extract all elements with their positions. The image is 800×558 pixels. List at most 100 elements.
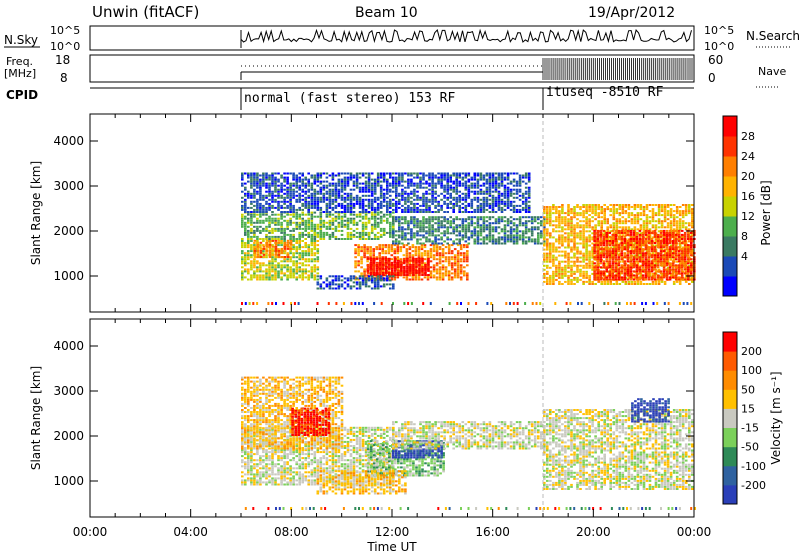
heatmap-cell (468, 236, 471, 238)
heatmap-cell (395, 193, 398, 195)
heatmap-cell (452, 187, 455, 189)
heatmap-cell (507, 191, 510, 193)
heatmap-cell (462, 234, 465, 236)
heatmap-cell (430, 260, 433, 262)
heatmap-cell (489, 187, 492, 189)
heatmap-cell (416, 199, 419, 201)
heatmap-cell (410, 197, 413, 199)
heatmap-cell (380, 220, 383, 222)
heatmap-cell (462, 183, 465, 185)
heatmap-cell (271, 211, 274, 213)
heatmap-cell (471, 218, 474, 220)
heatmap-cell (462, 193, 465, 195)
heatmap-cell (585, 218, 588, 220)
heatmap-cell (655, 283, 658, 285)
heatmap-cell (443, 234, 446, 236)
heatmap-cell (292, 252, 295, 254)
heatmap-cell (603, 208, 606, 210)
heatmap-cell (434, 199, 437, 201)
heatmap-cell (378, 246, 381, 248)
heatmap-cell (483, 220, 486, 222)
heatmap-cell (371, 207, 374, 209)
heatmap-cell (307, 203, 310, 205)
heatmap-cell (304, 260, 307, 262)
heatmap-cell (573, 245, 576, 247)
heatmap-cell (292, 274, 295, 276)
heatmap-cell (256, 218, 259, 220)
heatmap-cell (534, 243, 537, 245)
heatmap-cell (561, 271, 564, 273)
heatmap-cell (588, 279, 591, 281)
heatmap-cell (418, 276, 421, 278)
heatmap-cell (413, 177, 416, 179)
heatmap-cell (265, 220, 268, 222)
heatmap-cell (262, 197, 265, 199)
heatmap-cell (416, 195, 419, 197)
heatmap-cell (421, 262, 424, 264)
heatmap-cell (277, 222, 280, 224)
heatmap-cell (477, 205, 480, 207)
heatmap-cell (446, 187, 449, 189)
heatmap-cell (428, 238, 431, 240)
heatmap-cell (419, 179, 422, 181)
heatmap-cell (413, 199, 416, 201)
heatmap-cell (253, 222, 256, 224)
heatmap-cell (410, 175, 413, 177)
heatmap-cell (448, 276, 451, 278)
heatmap-cell (462, 211, 465, 213)
heatmap-cell (389, 214, 392, 216)
heatmap-cell (323, 173, 326, 175)
heatmap-cell (600, 212, 603, 214)
heatmap-cell (619, 212, 622, 214)
heatmap-cell (301, 236, 304, 238)
heatmap-cell (388, 246, 391, 248)
heatmap-cell (274, 218, 277, 220)
heatmap-cell (357, 246, 360, 248)
heatmap-cell (552, 220, 555, 222)
heatmap-cell (290, 240, 293, 242)
heatmap-cell (519, 224, 522, 226)
heatmap-cell (301, 228, 304, 230)
heatmap-cell (519, 179, 522, 181)
heatmap-cell (269, 256, 272, 258)
heatmap-cell (284, 246, 287, 248)
heatmap-cell (558, 251, 561, 253)
heatmap-cell (471, 199, 474, 201)
heatmap-cell (579, 253, 582, 255)
heatmap-cell (329, 185, 332, 187)
heatmap-cell (287, 242, 290, 244)
heatmap-cell (289, 256, 292, 258)
heatmap-cell (546, 283, 549, 285)
heatmap-cell (307, 211, 310, 213)
heatmap-cell (404, 207, 407, 209)
heatmap-cell (676, 281, 679, 283)
heatmap-cell (259, 266, 262, 268)
heatmap-cell (422, 199, 425, 201)
heatmap-cell (489, 238, 492, 240)
heatmap-cell (353, 277, 356, 279)
heatmap-cell (350, 277, 353, 279)
heatmap-cell (433, 254, 436, 256)
heatmap-cell (555, 206, 558, 208)
heatmap-cell (519, 183, 522, 185)
heatmap-cell (422, 183, 425, 185)
heatmap-cell (307, 252, 310, 254)
heatmap-cell (357, 244, 360, 246)
heatmap-cell (477, 240, 480, 242)
heatmap-cell (250, 193, 253, 195)
heatmap-cell (454, 276, 457, 278)
heatmap-cell (492, 207, 495, 209)
heatmap-cell (295, 222, 298, 224)
heatmap-cell (374, 211, 377, 213)
heatmap-cell (262, 195, 265, 197)
heatmap-cell (552, 245, 555, 247)
heatmap-cell (317, 185, 320, 187)
heatmap-cell (570, 230, 573, 232)
heatmap-cell (241, 222, 244, 224)
heatmap-cell (377, 203, 380, 205)
heatmap-cell (495, 243, 498, 245)
heatmap-cell (356, 232, 359, 234)
heatmap-cell (460, 246, 463, 248)
heatmap-cell (546, 232, 549, 234)
heatmap-cell (275, 242, 278, 244)
